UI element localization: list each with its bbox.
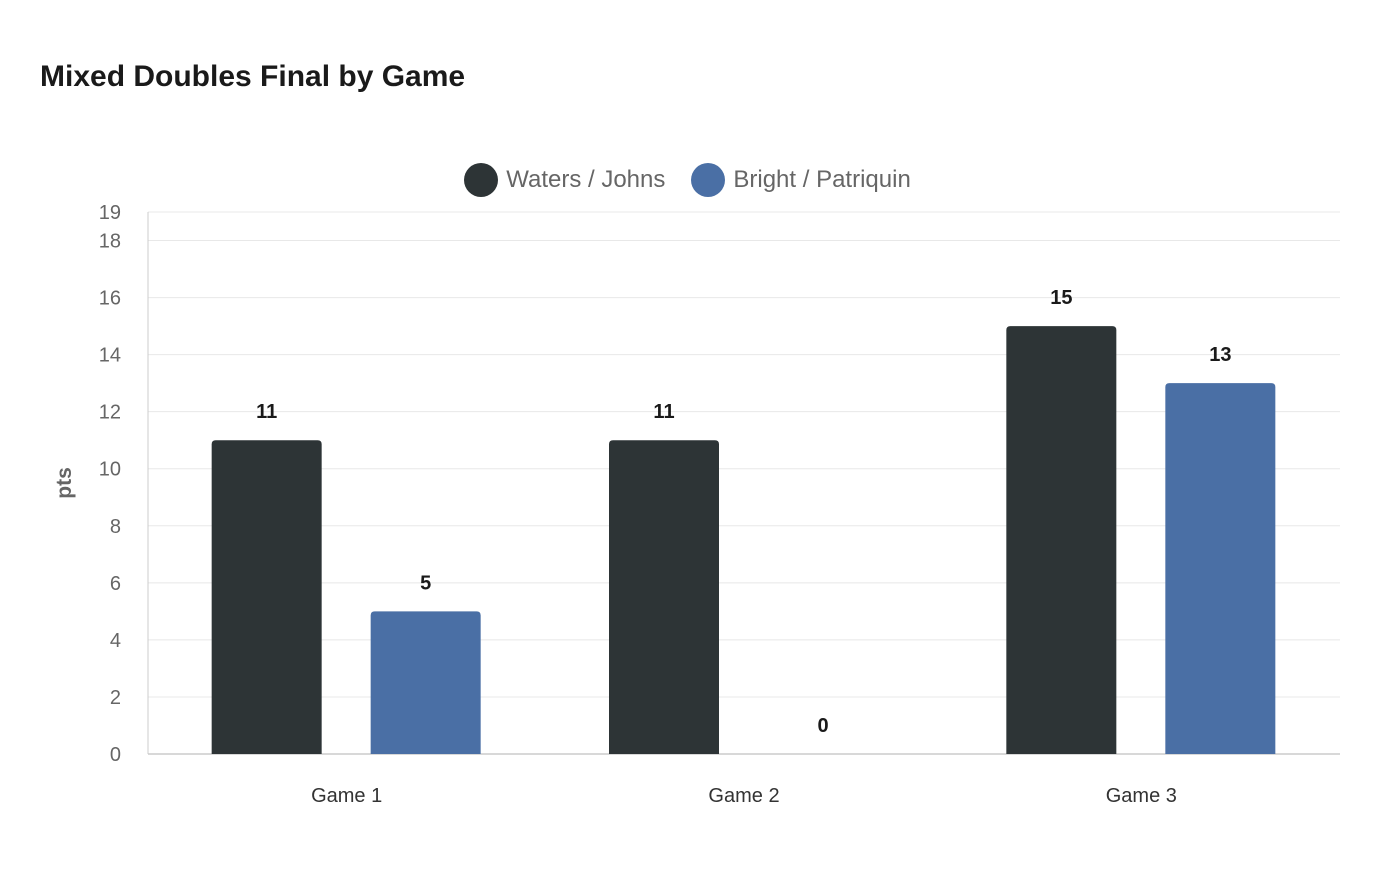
x-tick-label: Game 2 xyxy=(708,785,779,807)
legend-label: Waters / Johns xyxy=(506,166,666,193)
legend-item-series-1[interactable]: Waters / Johns xyxy=(464,163,665,197)
bar xyxy=(1006,326,1117,754)
chart-title: Mixed Doubles Final by Game xyxy=(40,60,466,93)
data-label: 5 xyxy=(420,572,431,594)
legend-swatch xyxy=(691,163,726,197)
data-label: 15 xyxy=(1050,287,1072,309)
y-tick-label: 8 xyxy=(110,516,121,538)
y-axis-label: pts xyxy=(53,467,76,499)
x-tick-label: Game 3 xyxy=(1106,785,1177,807)
y-tick-label: 6 xyxy=(110,573,121,595)
bar xyxy=(370,611,481,754)
legend-label: Bright / Patriquin xyxy=(733,166,911,193)
y-tick-label: 19 xyxy=(99,202,121,224)
x-tick-label: Game 1 xyxy=(311,785,382,807)
bar xyxy=(609,440,719,754)
data-label: 0 xyxy=(817,715,828,737)
y-tick-label: 16 xyxy=(99,288,121,310)
y-tick-label: 14 xyxy=(99,345,121,367)
data-label: 13 xyxy=(1209,344,1231,366)
y-tick-label: 4 xyxy=(110,630,121,652)
y-tick-label: 18 xyxy=(99,231,121,253)
y-tick-label: 2 xyxy=(110,687,121,709)
data-label: 11 xyxy=(256,401,277,423)
y-tick-label: 10 xyxy=(99,459,121,481)
legend-item-series-2[interactable]: Bright / Patriquin xyxy=(691,163,911,197)
bar xyxy=(1165,383,1276,754)
legend: Waters / Johns Bright / Patriquin xyxy=(0,163,1375,197)
bar xyxy=(211,440,322,754)
y-tick-label: 0 xyxy=(110,744,121,766)
legend-swatch xyxy=(464,163,499,197)
data-label: 11 xyxy=(653,401,674,423)
y-tick-label: 12 xyxy=(99,402,121,424)
